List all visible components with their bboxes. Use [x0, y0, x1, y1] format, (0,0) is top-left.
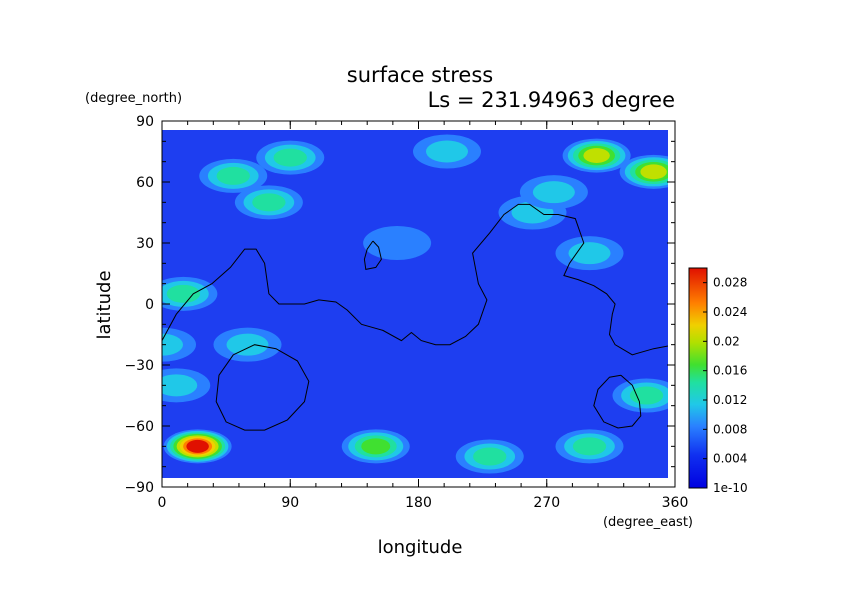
- x-tick-label: 270: [533, 495, 560, 511]
- hotspot-11: [519, 175, 588, 210]
- hotspot-ring: [473, 447, 507, 466]
- colorbar-label: 0.024: [713, 305, 747, 319]
- hotspot-9: [612, 378, 668, 413]
- hotspot-17: [413, 134, 481, 169]
- hotspot-0: [163, 429, 232, 464]
- hotspot-5: [199, 158, 268, 193]
- hotspot-ring: [629, 386, 664, 405]
- hotspot-ring: [572, 437, 607, 456]
- x-units-label: (degree_east): [603, 515, 693, 530]
- hotspot-ring: [252, 193, 286, 212]
- hotspot-13: [162, 368, 211, 403]
- x-tick-label: 90: [281, 495, 299, 511]
- hotspot-ring: [166, 284, 201, 303]
- hotspot-7: [162, 276, 218, 311]
- contour-line-3: [593, 374, 642, 429]
- y-tick-label: −30: [124, 358, 154, 374]
- hotspot-12: [213, 327, 282, 362]
- axis-ticks: 0 90 180 270 360 −90 −60 −30 0 30 60 90: [124, 114, 688, 511]
- hotspot-ring: [363, 226, 432, 260]
- y-tick-label: 90: [136, 114, 154, 130]
- hotspot-4: [619, 154, 668, 189]
- y-tick-label: 60: [136, 175, 154, 191]
- colorbar-label: 0.012: [713, 393, 747, 407]
- hotspot-1: [341, 429, 410, 464]
- colorbar-label: 0.008: [713, 422, 747, 436]
- hotspot-ring: [361, 438, 391, 455]
- heatmap-field: [162, 130, 668, 478]
- hotspot-ring: [186, 439, 209, 453]
- colorbar-label: 0.016: [713, 364, 747, 378]
- y-axis-title: latitude: [94, 270, 115, 339]
- y-tick-label: 30: [136, 236, 154, 252]
- colorbar-label: 1e-10: [713, 481, 748, 495]
- colorbar-label: 0.028: [713, 276, 747, 290]
- x-tick-label: 0: [158, 495, 167, 511]
- hotspot-ring: [273, 148, 307, 167]
- colorbar-ticks: 1e-10 0.004 0.008 0.012 0.016 0.02 0.024 0.028: [703, 276, 748, 495]
- contour-line-2: [215, 344, 310, 431]
- contour-line-0: [162, 203, 668, 356]
- colorbar-label: 0.02: [713, 334, 740, 348]
- x-axis-title: longitude: [378, 537, 463, 558]
- chart-subtitle: Ls = 231.94963 degree: [428, 88, 675, 112]
- colorbar: [688, 267, 708, 489]
- hotspot-ring: [162, 333, 183, 356]
- colorbar-label: 0.004: [713, 452, 747, 466]
- hotspot-16: [162, 327, 196, 362]
- topography-contours: [162, 203, 668, 431]
- x-tick-label: 360: [662, 495, 689, 511]
- chart-title: surface stress: [347, 63, 493, 87]
- hotspot-ring: [532, 181, 575, 204]
- heatmap-blobs: [162, 134, 668, 474]
- hotspot-ring: [216, 166, 250, 185]
- hotspot-6: [234, 185, 303, 220]
- hotspot-ring: [640, 164, 667, 180]
- y-tick-label: 0: [145, 297, 154, 313]
- hotspot-ring: [226, 333, 269, 356]
- hotspot-ring: [568, 242, 611, 265]
- hotspot-18: [363, 226, 432, 260]
- hotspot-2: [256, 140, 325, 175]
- hotspot-8: [555, 236, 624, 271]
- hotspot-ring: [162, 374, 198, 397]
- hotspot-ring: [583, 148, 610, 163]
- contour-line-1: [363, 240, 382, 270]
- y-tick-label: −60: [124, 419, 154, 435]
- hotspot-15: [555, 429, 624, 464]
- x-tick-label: 180: [405, 495, 432, 511]
- y-units-label: (degree_north): [85, 91, 182, 106]
- hotspot-ring: [426, 140, 468, 163]
- y-tick-label: −90: [124, 480, 154, 496]
- hotspot-3: [562, 138, 631, 173]
- hotspot-14: [455, 439, 524, 474]
